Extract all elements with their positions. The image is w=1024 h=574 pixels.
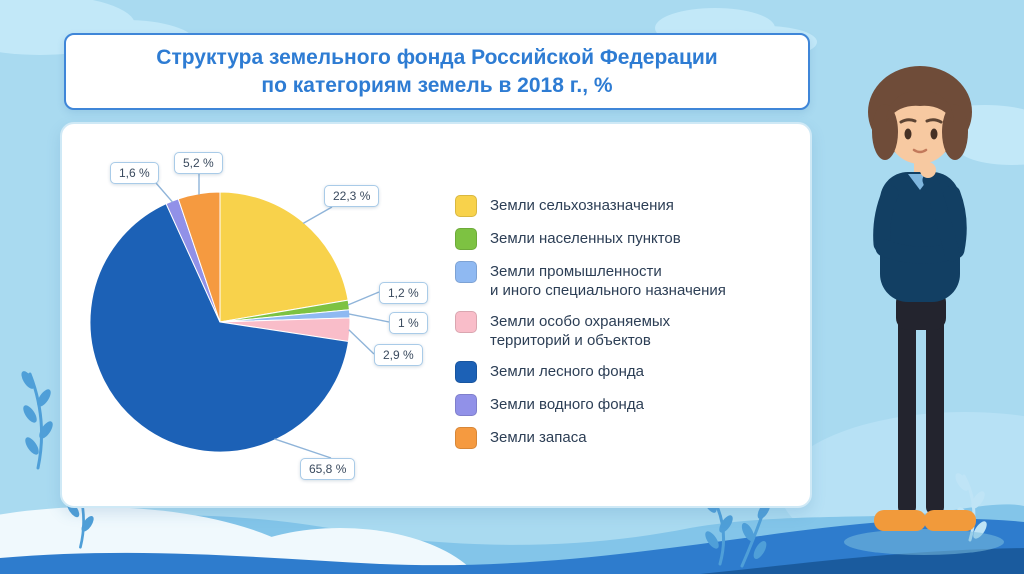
character-shadow	[844, 529, 1004, 555]
slide-title-card: Структура земельного фонда Российской Фе…	[64, 33, 810, 110]
character-shoe-right	[924, 510, 976, 531]
character-eye-left	[904, 128, 912, 140]
leader-line-industry	[348, 313, 390, 323]
character-hair-side-right	[942, 104, 968, 160]
legend-swatch-water	[455, 394, 477, 416]
leader-line-agriculture	[302, 206, 333, 225]
character-mouth	[912, 148, 928, 154]
legend-item-industry: Земли промышленности и иного специальног…	[455, 261, 795, 300]
legend-label-industry: Земли промышленности и иного специальног…	[490, 263, 726, 299]
legend-item-forest: Земли лесного фонда	[455, 361, 795, 383]
legend-item-reserve: Земли запаса	[455, 427, 795, 449]
pie-chart	[89, 173, 390, 459]
pie-slice-forest	[89, 203, 350, 453]
pie-value-industry: 1 %	[389, 312, 428, 334]
pie-value-settlements: 1,2 %	[379, 282, 428, 304]
pie-value-reserve: 5,2 %	[174, 152, 223, 174]
legend-label-reserve: Земли запаса	[490, 429, 587, 446]
legend-swatch-forest	[455, 361, 477, 383]
legend-swatch-reserve	[455, 427, 477, 449]
legend-label-settlements: Земли населенных пунктов	[490, 230, 681, 247]
character-shoe-left	[874, 510, 926, 531]
character-hand	[920, 162, 936, 178]
character-hair-side-left	[872, 104, 898, 160]
pie-value-forest: 65,8 %	[300, 458, 356, 480]
legend-label-protected: Земли особо охраняемых территорий и объе…	[490, 313, 671, 349]
character-leg-right	[926, 303, 944, 515]
legend-item-settlements: Земли населенных пунктов	[455, 228, 795, 250]
leader-line-water	[155, 182, 174, 203]
legend-swatch-settlements	[455, 228, 477, 250]
leader-line-protected	[348, 329, 375, 355]
leader-line-forest	[274, 438, 332, 459]
character-arm-left	[873, 185, 899, 253]
leader-line-settlements	[347, 291, 380, 306]
slide-title-line1: Структура земельного фонда Российской Фе…	[156, 45, 718, 69]
character-eye-right	[930, 128, 938, 140]
chart-legend: Земли сельхозназначения Земли населенных…	[455, 195, 795, 449]
plant-bottom-right-icon	[703, 494, 771, 568]
character-face	[887, 96, 953, 164]
legend-swatch-agriculture	[455, 195, 477, 217]
pie-slice-agriculture	[219, 191, 349, 323]
pie-value-water: 1,6 %	[110, 162, 159, 184]
legend-swatch-protected	[455, 311, 477, 333]
legend-label-water: Земли водного фонда	[490, 396, 644, 413]
wave-dark-band	[0, 518, 1024, 574]
character-forearm-up	[922, 172, 960, 262]
legend-label-agriculture: Земли сельхозназначения	[490, 197, 674, 214]
legend-swatch-industry	[455, 261, 477, 283]
character-brow-right	[925, 118, 943, 124]
character-forearm-crossed	[875, 239, 957, 264]
pie-value-agriculture: 22,3 %	[324, 185, 380, 207]
character-illustration	[844, 66, 1004, 555]
chart-panel: 22,3 % 1,2 % 1 % 2,9 % 65,8 % 1,6 % 5,2 …	[60, 122, 812, 508]
character-hair-fringe	[886, 90, 954, 122]
slide-title-line2: по категориям земель в 2018 г., %	[261, 74, 613, 97]
character-brow-left	[899, 118, 917, 124]
legend-item-agriculture: Земли сельхозназначения	[455, 195, 795, 217]
pie-value-protected: 2,9 %	[374, 344, 423, 366]
character-leg-left	[898, 303, 916, 515]
legend-item-protected: Земли особо охраняемых территорий и объе…	[455, 311, 795, 350]
plant-left-icon	[21, 371, 53, 470]
legend-item-water: Земли водного фонда	[455, 394, 795, 416]
legend-label-forest: Земли лесного фонда	[490, 363, 644, 380]
